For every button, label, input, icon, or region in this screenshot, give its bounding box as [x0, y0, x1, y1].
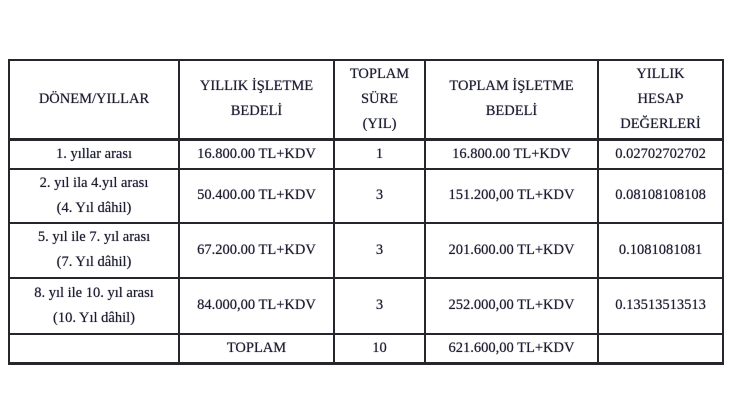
table-row: 1. yıllar arası 16.800.00 TL+KDV 1 16.80… [8, 138, 724, 170]
duration-total-cell: 10 [333, 332, 426, 365]
fee-table: DÖNEM/YILLAR YILLIK İŞLETME BEDELİ TOPLA… [8, 58, 724, 365]
duration-cell: 3 [333, 276, 426, 335]
annual-fee-cell: 84.000,00 TL+KDV [178, 276, 335, 335]
period-cell: 2. yıl ila 4.yıl arası (4. Yıl dâhil) [8, 167, 180, 224]
total-fee-cell: 151.200,00 TL+KDV [424, 167, 599, 224]
annual-ratio-cell-empty [597, 332, 724, 365]
table-row: 5. yıl ile 7. yıl arası (7. Yıl dâhil) 6… [8, 221, 724, 279]
total-fee-cell: 16.800.00 TL+KDV [424, 138, 599, 170]
annual-fee-cell: 50.400.00 TL+KDV [178, 167, 335, 224]
total-label-cell: TOPLAM [178, 332, 335, 365]
total-fee-total-cell: 621.600,00 TL+KDV [424, 332, 599, 365]
header-yillik-hesap-degerleri: YILLIK HESAP DEĞERLERİ [597, 58, 724, 141]
total-fee-cell: 252.000,00 TL+KDV [424, 276, 599, 335]
annual-ratio-cell: 0.1081081081 [597, 221, 724, 279]
header-yillik-isletme-bedeli: YILLIK İŞLETME BEDELİ [178, 58, 335, 141]
annual-fee-cell: 16.800.00 TL+KDV [178, 138, 335, 170]
duration-cell: 3 [333, 167, 426, 224]
period-cell: 1. yıllar arası [8, 138, 180, 170]
annual-ratio-cell: 0.08108108108 [597, 167, 724, 224]
period-cell: 8. yıl ile 10. yıl arası (10. Yıl dâhil) [8, 276, 180, 335]
total-row: TOPLAM 10 621.600,00 TL+KDV [8, 332, 724, 365]
period-cell: 5. yıl ile 7. yıl arası (7. Yıl dâhil) [8, 221, 180, 279]
annual-ratio-cell: 0.13513513513 [597, 276, 724, 335]
header-toplam-isletme-bedeli: TOPLAM İŞLETME BEDELİ [424, 58, 599, 141]
header-row: DÖNEM/YILLAR YILLIK İŞLETME BEDELİ TOPLA… [8, 58, 724, 141]
annual-fee-cell: 67.200.00 TL+KDV [178, 221, 335, 279]
period-cell-empty [8, 332, 180, 365]
table-row: 8. yıl ile 10. yıl arası (10. Yıl dâhil)… [8, 276, 724, 335]
table-row: 2. yıl ila 4.yıl arası (4. Yıl dâhil) 50… [8, 167, 724, 224]
header-toplam-sure: TOPLAM SÜRE (YIL) [333, 58, 426, 141]
duration-cell: 3 [333, 221, 426, 279]
annual-ratio-cell: 0.02702702702 [597, 138, 724, 170]
total-fee-cell: 201.600.00 TL+KDV [424, 221, 599, 279]
duration-cell: 1 [333, 138, 426, 170]
header-donem-yillar: DÖNEM/YILLAR [8, 58, 180, 141]
